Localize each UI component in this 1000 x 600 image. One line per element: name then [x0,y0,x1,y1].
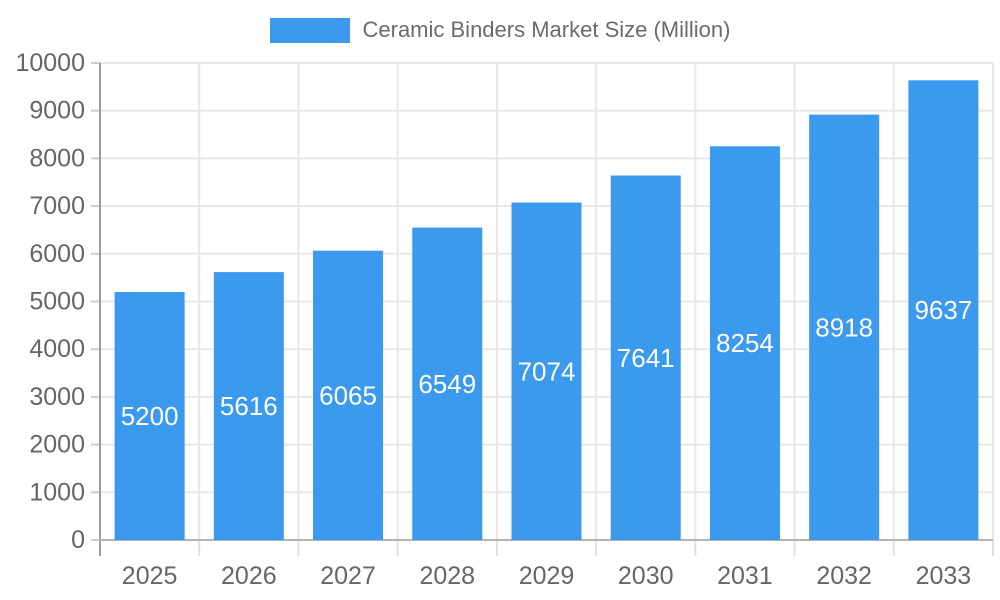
x-tick-label: 2030 [618,562,674,590]
legend-label: Ceramic Binders Market Size (Million) [362,17,731,42]
x-tick-label: 2029 [519,562,575,590]
x-tick-label: 2031 [717,562,773,590]
bar-value-label: 8254 [716,328,774,358]
y-tick-label: 4000 [29,335,85,363]
bar-2030[interactable] [610,175,681,541]
y-tick-label: 7000 [29,192,85,220]
bar-value-label: 5200 [121,401,179,431]
bar-value-label: 6549 [418,369,476,399]
legend-swatch-icon [269,17,350,43]
y-tick-label: 5000 [29,288,85,316]
bar-2028[interactable] [412,227,483,540]
legend[interactable]: Ceramic Binders Market Size (Million) [0,17,1000,43]
y-tick-label: 6000 [29,240,85,268]
bar-2025[interactable] [114,291,185,540]
x-tick-label: 2033 [916,562,972,590]
bar-value-label: 7641 [617,343,675,373]
y-tick-label: 9000 [29,97,85,125]
x-tick-label: 2028 [419,562,475,590]
bar-2033[interactable] [908,80,979,541]
bar-value-label: 7074 [518,356,576,386]
bar-value-label: 9637 [914,295,972,325]
bar-2027[interactable] [313,250,384,540]
bar-value-label: 5616 [220,391,278,421]
bar-value-label: 6065 [319,380,377,410]
x-tick-label: 2026 [221,562,277,590]
bar-value-label: 8918 [815,312,873,342]
x-tick-label: 2032 [816,562,872,590]
y-tick-label: 8000 [29,144,85,172]
y-tick-label: 10000 [15,49,85,77]
y-tick-label: 1000 [29,478,85,506]
x-tick-label: 2025 [122,562,178,590]
bar-2026[interactable] [213,272,284,540]
x-tick-label: 2027 [320,562,376,590]
bar-2031[interactable] [709,146,780,541]
y-tick-label: 2000 [29,431,85,459]
y-tick-label: 3000 [29,383,85,411]
y-tick-label: 0 [71,526,85,554]
bar-2029[interactable] [511,202,582,541]
bar-2032[interactable] [809,114,880,541]
